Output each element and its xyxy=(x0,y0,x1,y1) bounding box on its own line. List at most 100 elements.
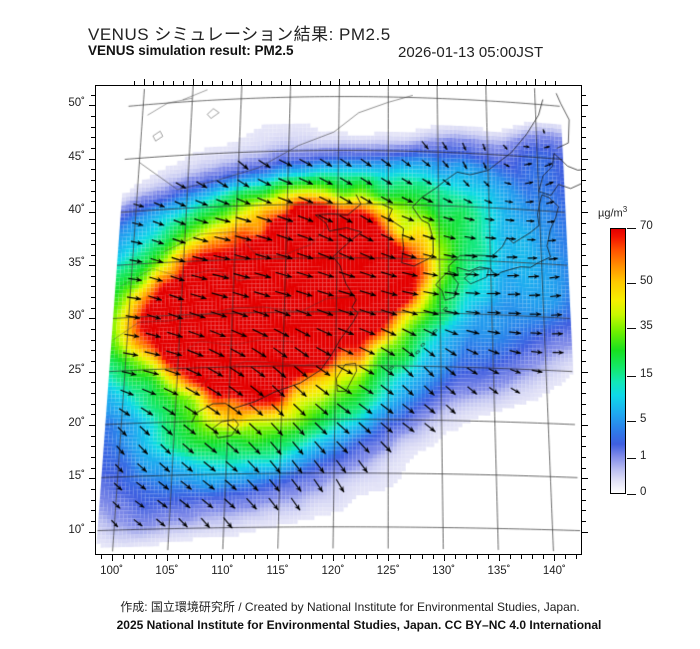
y-axis-minor-tick xyxy=(91,403,95,405)
y-axis-right-tick xyxy=(582,137,586,139)
y-axis-minor-tick xyxy=(91,339,95,341)
x-axis-minor-tick xyxy=(211,555,213,559)
y-axis-right-tick xyxy=(582,158,588,160)
y-axis-right-tick xyxy=(582,435,586,437)
y-axis-label: 45˚ xyxy=(68,150,85,163)
x-axis-top-tick xyxy=(339,79,341,85)
y-axis-minor-tick xyxy=(91,307,95,309)
x-axis-top-tick xyxy=(329,81,331,85)
x-axis-top-tick xyxy=(270,81,272,85)
y-axis-right-tick xyxy=(582,403,586,405)
y-axis-minor-tick xyxy=(91,446,95,448)
y-axis-right-tick xyxy=(582,371,588,373)
x-axis-minor-tick xyxy=(510,555,512,559)
x-axis-top-tick xyxy=(290,79,292,85)
y-axis-minor-tick xyxy=(91,275,95,277)
x-axis-minor-tick xyxy=(565,555,567,559)
y-axis-minor-tick xyxy=(91,222,95,224)
y-axis-minor-tick xyxy=(91,350,95,352)
y-axis-minor-tick xyxy=(91,499,95,501)
y-axis-minor-tick xyxy=(91,382,95,384)
map-plot-area[interactable] xyxy=(95,85,582,555)
y-axis-right-tick xyxy=(582,339,586,341)
x-axis-minor-tick xyxy=(576,555,578,559)
x-axis-top-tick xyxy=(202,81,204,85)
x-axis-minor-tick xyxy=(233,555,235,559)
y-axis-label: 15˚ xyxy=(68,470,85,483)
y-axis-minor-tick xyxy=(91,179,95,181)
x-axis-top-tick xyxy=(172,81,174,85)
x-axis-top-tick xyxy=(163,81,165,85)
x-axis-top-tick xyxy=(496,81,498,85)
colorbar-unit-main: µg/m xyxy=(598,207,623,220)
colorbar-tick xyxy=(627,458,636,460)
y-axis-tick xyxy=(89,478,95,480)
chart-title-english: VENUS simulation result: PM2.5 xyxy=(88,43,294,58)
y-axis-label: 30˚ xyxy=(68,310,85,323)
x-axis-tick xyxy=(111,555,113,561)
x-axis-top-tick xyxy=(417,81,419,85)
x-axis-minor-tick xyxy=(266,555,268,559)
x-axis-tick xyxy=(166,555,168,561)
x-axis-top-tick xyxy=(398,81,400,85)
x-axis-minor-tick xyxy=(200,555,202,559)
colorbar-tick-label: 50 xyxy=(640,274,653,287)
x-axis-minor-tick xyxy=(100,555,102,559)
colorbar-tick-label: 70 xyxy=(640,220,653,232)
x-axis-minor-tick xyxy=(421,555,423,559)
colorbar-unit-label: µg/m3 xyxy=(598,205,627,220)
y-axis-right-tick xyxy=(582,201,586,203)
x-axis-top-tick xyxy=(192,79,194,85)
colorbar-tick-label: 15 xyxy=(640,367,653,380)
x-axis-minor-tick xyxy=(133,555,135,559)
y-axis-tick xyxy=(89,318,95,320)
x-axis-minor-tick xyxy=(377,555,379,559)
x-axis-minor-tick xyxy=(310,555,312,559)
x-axis-minor-tick xyxy=(321,555,323,559)
x-axis-minor-tick xyxy=(155,555,157,559)
x-axis-label: 125˚ xyxy=(376,565,400,577)
x-axis-top-tick xyxy=(261,81,263,85)
x-axis-label: 110˚ xyxy=(211,565,234,577)
timestamp-label: 2026-01-13 05:00JST xyxy=(398,44,544,61)
colorbar-tick xyxy=(627,494,636,496)
x-axis-top-tick xyxy=(212,81,214,85)
y-axis-right-tick xyxy=(582,254,586,256)
y-axis-minor-tick xyxy=(91,286,95,288)
y-axis-minor-tick xyxy=(91,94,95,96)
y-axis-right-tick xyxy=(582,147,586,149)
y-axis-right-tick xyxy=(582,169,586,171)
y-axis-minor-tick xyxy=(91,201,95,203)
colorbar-tick-label: 0 xyxy=(640,486,647,498)
x-axis-top-tick xyxy=(359,81,361,85)
y-axis-right-tick xyxy=(582,414,586,416)
y-axis-tick xyxy=(89,531,95,533)
x-axis-top-tick xyxy=(280,81,282,85)
colorbar-tick-label: 5 xyxy=(640,412,647,425)
y-axis-label: 40˚ xyxy=(68,203,85,216)
x-axis-top-tick xyxy=(515,81,517,85)
colorbar-tick-label: 1 xyxy=(640,450,647,463)
x-axis-top-tick xyxy=(241,79,243,85)
x-axis-minor-tick xyxy=(255,555,257,559)
y-axis-minor-tick xyxy=(91,488,95,490)
y-axis-right-tick xyxy=(582,307,586,309)
x-axis-minor-tick xyxy=(543,555,545,559)
x-axis-top-tick xyxy=(525,81,527,85)
y-axis-right-tick xyxy=(582,297,586,299)
y-axis-right-tick xyxy=(582,275,586,277)
x-axis-top-tick xyxy=(466,81,468,85)
x-axis-top-tick xyxy=(447,81,449,85)
y-axis-minor-tick xyxy=(91,115,95,117)
y-axis-minor-tick xyxy=(91,510,95,512)
y-axis-tick xyxy=(89,211,95,213)
x-axis-label: 105˚ xyxy=(155,565,179,577)
y-axis-right-tick xyxy=(582,222,586,224)
x-axis-top-tick xyxy=(143,79,145,85)
x-axis-top-tick xyxy=(251,81,253,85)
y-axis-minor-tick xyxy=(91,520,95,522)
x-axis-top-tick xyxy=(535,79,537,85)
x-axis-top-tick xyxy=(554,81,556,85)
y-axis-right-tick xyxy=(582,424,588,426)
y-axis-minor-tick xyxy=(91,414,95,416)
